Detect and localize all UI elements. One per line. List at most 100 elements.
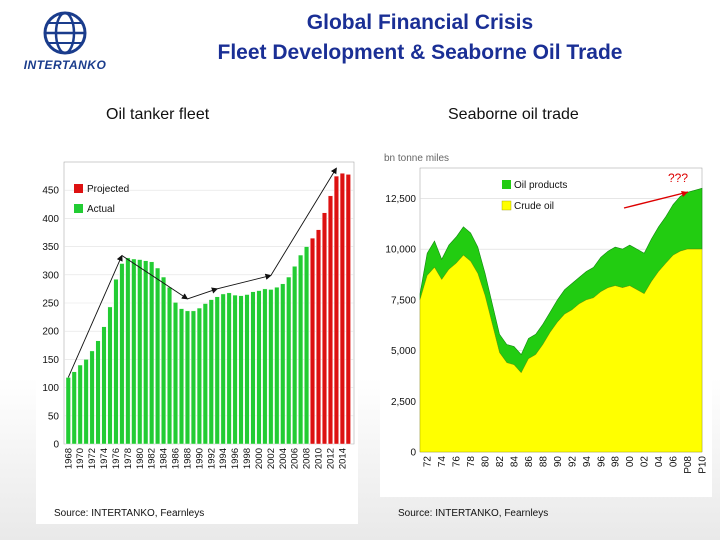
bar-1992 [208,299,214,445]
x-tick-label: 2010 [314,448,325,469]
bar-2006 [292,266,298,445]
x-tick-label: 2012 [325,448,336,469]
bar-1974 [101,326,107,445]
trend-arrow [67,254,123,378]
x-tick-label: 1984 [159,448,170,469]
trend-arrow [270,167,337,276]
bar-1991 [202,303,208,445]
bar-1979 [131,258,137,445]
x-tick-label: P10 [698,456,709,474]
bar-2001 [262,288,268,445]
x-tick-label: 96 [596,456,607,468]
x-tick-label: 72 [423,456,434,468]
bar-2008 [304,246,310,445]
area-crude-oil [419,248,703,453]
x-tick-label: 88 [538,456,549,468]
x-tick-label: 2002 [266,448,277,469]
bar-1989 [190,310,196,445]
right-chart-heading: Seaborne oil trade [448,106,579,123]
bar-1981 [143,260,149,445]
x-tick-label: 82 [495,456,506,468]
x-tick-label: 1976 [111,448,122,469]
x-tick-label: 1992 [206,448,217,469]
bar-1973 [95,340,101,445]
y-axis-unit-label: bn tonne miles [384,153,449,164]
y-tick-label: 2,500 [391,397,416,408]
trend-arrow [187,287,219,300]
y-tick-label: 250 [42,299,59,310]
bar-1999 [250,291,256,445]
legend-swatch-projected [74,184,83,193]
x-tick-label: 1970 [75,448,86,469]
x-tick-label: 06 [669,456,680,468]
forecast-arrow [623,191,689,209]
x-tick-label: 1972 [87,448,98,469]
bar-2012 [327,195,333,445]
x-tick-label: 1982 [147,448,158,469]
y-tick-label: 10,000 [385,245,416,256]
x-tick-label: 1998 [242,448,253,469]
legend-label-projected: Projected [87,184,129,195]
x-tick-label: 1978 [123,448,134,469]
trend-arrow [217,273,272,290]
y-tick-label: 150 [42,355,59,366]
bar-1998 [244,294,250,445]
bar-1972 [89,350,95,445]
x-tick-label: 76 [452,456,463,468]
y-tick-label: 350 [42,242,59,253]
bar-1968 [65,377,71,445]
bar-2005 [286,276,292,445]
x-tick-label: 00 [625,456,636,468]
bar-1994 [220,293,226,445]
x-tick-label: 2008 [302,448,313,469]
x-tick-label: 86 [524,456,535,468]
title-line-1: Global Financial Crisis [306,11,534,34]
x-tick-label: 74 [437,456,448,468]
left-chart-heading: Oil tanker fleet [106,106,210,123]
tanker-fleet-chart-panel: 0 50 100 150 200 250 300 350 400 450 1968 1970 1972 1… [36,152,358,524]
x-tick-label: 98 [611,456,622,468]
bar-2014 [339,173,345,445]
x-tick-label: 1996 [230,448,241,469]
y-tick-label: 100 [42,383,59,394]
x-tick-label: 1968 [63,448,74,469]
intertanko-logo: INTERTANKO [6,8,124,78]
x-tick-label: 2014 [337,448,348,469]
bar-1988 [184,310,190,445]
bar-1996 [232,294,238,445]
bar-2015 [345,174,351,445]
bar-1987 [179,308,184,445]
x-tick-label: 1980 [135,448,146,469]
globe-icon [43,11,87,55]
page-title: Global Financial Crisis Fleet Developmen… [150,8,690,68]
legend-label-oil-products: Oil products [514,180,567,191]
bar-1977 [119,263,125,445]
trend-arrow [121,255,189,300]
bar-2000 [256,290,262,445]
bar-1978 [125,257,131,445]
y-tick-label: 50 [48,411,60,422]
bar-2002 [268,289,274,445]
x-tick-label: 1974 [99,448,110,469]
bar-2010 [316,229,321,445]
bar-1984 [161,276,167,445]
right-source-note: Source: INTERTANKO, Fearnleys [398,508,549,519]
bar-1983 [155,267,161,445]
legend-swatch-actual [74,204,83,213]
y-tick-label: 7,500 [391,295,416,306]
x-tick-label: 02 [640,456,651,468]
x-tick-label: 1990 [194,448,205,469]
bar-2003 [274,287,280,445]
bar-1990 [196,307,202,445]
bar-2004 [280,283,286,445]
x-tick-label: 1994 [218,448,229,469]
bar-1976 [113,279,119,445]
bar-1970 [77,364,83,445]
x-tick-label: P08 [683,456,694,474]
bar-1993 [214,296,220,445]
left-source-note: Source: INTERTANKO, Fearnleys [54,508,205,519]
bar-1986 [173,302,178,445]
forecast-question-annotation: ??? [668,171,688,185]
bar-1969 [71,371,77,445]
